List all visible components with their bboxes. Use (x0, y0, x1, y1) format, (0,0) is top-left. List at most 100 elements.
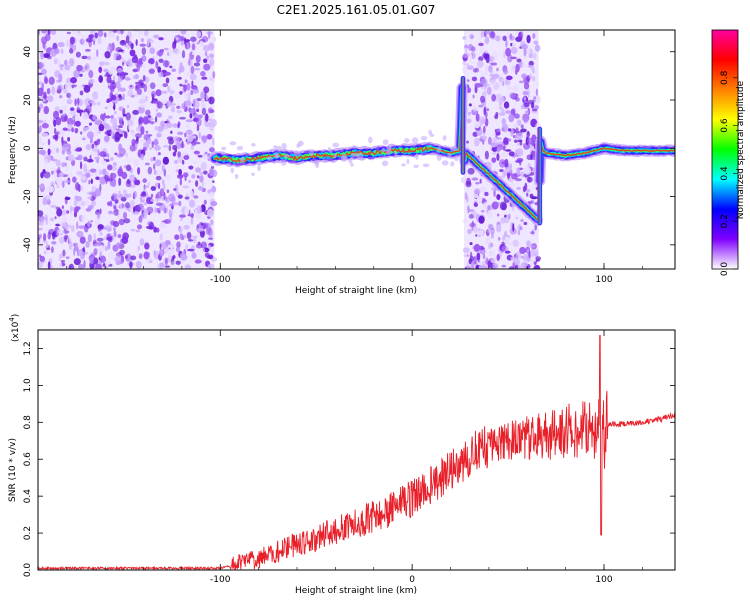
noise-speckle (168, 47, 174, 55)
noise-speckle (148, 58, 155, 65)
noise-speckle (138, 253, 143, 259)
noise-speckle (44, 33, 51, 42)
noise-speckle (178, 226, 183, 234)
noise-speckle (190, 89, 194, 96)
spectrogram-x-tick-label: 100 (595, 275, 612, 285)
noise-speckle (40, 172, 44, 179)
noise-speckle (42, 169, 46, 174)
signal-speckle (404, 138, 410, 143)
noise-speckle (118, 94, 122, 98)
noise-speckle (503, 69, 509, 75)
signal-speckle (351, 153, 358, 158)
noise-speckle (85, 240, 90, 248)
noise-speckle (473, 121, 481, 129)
noise-speckle (160, 90, 168, 94)
noise-speckle (520, 128, 527, 133)
noise-speckle (187, 248, 195, 252)
noise-speckle (515, 216, 519, 220)
signal-speckle (413, 164, 419, 169)
noise-speckle (203, 44, 210, 52)
noise-speckle (179, 91, 183, 95)
noise-speckle (68, 263, 75, 269)
noise-speckle (65, 256, 70, 260)
noise-speckle (172, 151, 177, 157)
noise-speckle (188, 199, 196, 208)
noise-speckle (79, 236, 86, 244)
noise-speckle (482, 253, 486, 260)
noise-speckle (142, 116, 149, 125)
signal-speckle (294, 151, 301, 157)
noise-speckle (66, 31, 72, 35)
noise-speckle (104, 51, 111, 59)
signal-speckle (283, 154, 290, 158)
spectrogram-y-tick-label: 40 (23, 46, 33, 58)
noise-speckle (39, 239, 43, 245)
noise-speckle (128, 124, 131, 131)
noise-speckle (199, 171, 204, 176)
noise-speckle (511, 64, 516, 73)
noise-speckle (148, 68, 155, 74)
noise-speckle (46, 87, 51, 95)
noise-speckle (203, 58, 208, 63)
noise-speckle (135, 39, 138, 46)
noise-speckle (48, 76, 55, 85)
noise-speckle (121, 61, 125, 66)
noise-speckle (80, 175, 87, 181)
noise-speckle (97, 224, 104, 230)
noise-speckle (38, 227, 43, 231)
noise-speckle (158, 37, 164, 41)
noise-speckle (162, 145, 170, 148)
noise-speckle (196, 175, 200, 179)
noise-speckle (482, 125, 486, 134)
noise-speckle (518, 61, 523, 68)
snr-y-tick-label: 0.8 (23, 415, 33, 430)
noise-speckle (118, 106, 124, 111)
noise-speckle (533, 265, 541, 269)
noise-speckle (126, 104, 130, 109)
noise-speckle (505, 149, 512, 152)
noise-speckle (172, 123, 179, 128)
noise-speckle (118, 218, 125, 226)
noise-speckle (123, 218, 131, 224)
noise-speckle (467, 205, 470, 214)
noise-speckle (166, 100, 172, 108)
signal-speckle (428, 129, 433, 135)
noise-speckle (73, 70, 81, 78)
noise-speckle (41, 30, 48, 34)
noise-speckle (515, 63, 520, 73)
noise-speckle (476, 229, 484, 236)
noise-speckle (169, 203, 174, 207)
noise-speckle (46, 247, 51, 251)
snr-multiplier-base: (x10 (11, 321, 21, 342)
noise-speckle (86, 191, 93, 196)
noise-speckle (99, 255, 107, 263)
noise-speckle (519, 246, 526, 254)
noise-speckle (169, 90, 175, 94)
noise-speckle (503, 101, 510, 109)
noise-speckle (173, 188, 177, 191)
noise-speckle (106, 100, 110, 103)
noise-speckle (185, 123, 190, 129)
spectrogram-y-tick-label: 20 (23, 94, 33, 106)
noise-speckle (147, 39, 154, 44)
noise-speckle (96, 49, 99, 57)
noise-speckle (155, 108, 159, 112)
signal-speckle (393, 150, 397, 155)
noise-speckle (66, 98, 73, 105)
noise-speckle (144, 242, 150, 250)
noise-speckle (117, 168, 124, 177)
noise-speckle (147, 166, 153, 175)
noise-speckle (183, 224, 190, 230)
noise-speckle (79, 90, 84, 96)
signal-speckle (447, 152, 452, 158)
noise-speckle (126, 164, 132, 172)
noise-speckle (502, 235, 506, 241)
signal-speckle (350, 163, 354, 167)
noise-speckle (490, 142, 497, 148)
noise-speckle (88, 78, 95, 84)
noise-speckle (143, 65, 146, 69)
noise-speckle (110, 94, 117, 101)
noise-speckle (180, 143, 185, 149)
noise-speckle (523, 47, 527, 57)
noise-speckle (143, 202, 148, 206)
